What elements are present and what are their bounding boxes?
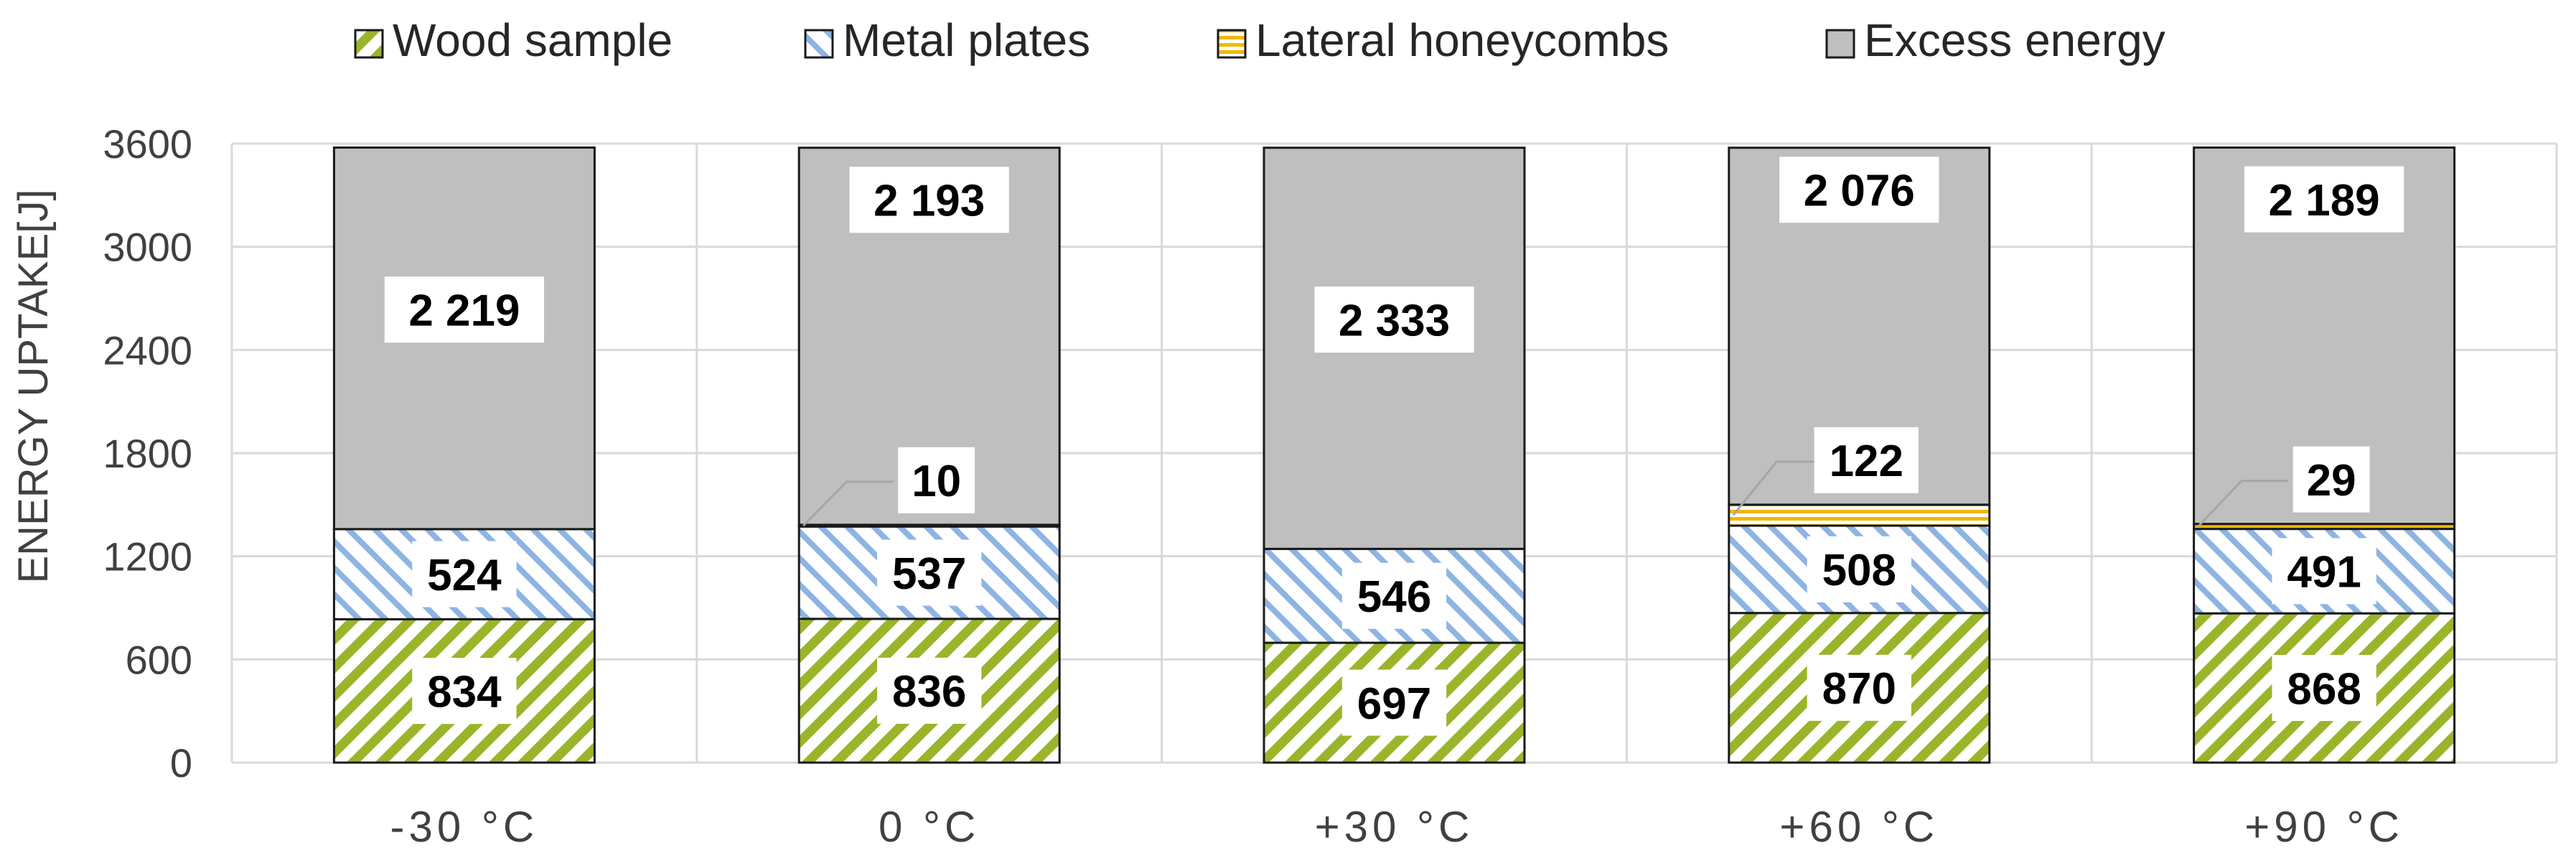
data-labels: 834 524 2 219 836 537 10 2 193 697 546 2 333 870 50… bbox=[384, 157, 2404, 736]
data-label: 508 bbox=[1822, 546, 1896, 595]
y-tick-label: 0 bbox=[170, 740, 192, 786]
data-label-background bbox=[412, 658, 517, 725]
x-tick-label: 0 °C bbox=[879, 803, 980, 851]
data-label-background bbox=[1314, 287, 1474, 353]
y-tick-label: 2400 bbox=[103, 327, 192, 373]
data-label: 2 189 bbox=[2269, 176, 2380, 225]
legend-swatch bbox=[1217, 29, 1247, 59]
data-label-background bbox=[1341, 562, 1447, 629]
data-label: 2 193 bbox=[874, 177, 985, 226]
data-label-background bbox=[1341, 669, 1447, 736]
data-label-background bbox=[898, 447, 975, 513]
bars bbox=[332, 146, 2456, 764]
data-label-background bbox=[2272, 538, 2376, 605]
x-tick-label: +60 °C bbox=[1779, 803, 1939, 851]
data-label: 491 bbox=[2287, 548, 2361, 597]
data-label: 10 bbox=[912, 457, 961, 506]
data-label: 2 076 bbox=[1804, 167, 1915, 216]
data-label-background bbox=[2292, 446, 2370, 513]
data-label: 524 bbox=[427, 551, 502, 600]
data-label-background bbox=[877, 657, 982, 724]
data-label: 546 bbox=[1357, 572, 1431, 622]
data-label: 2 219 bbox=[408, 286, 520, 335]
leader-line bbox=[1732, 460, 1824, 516]
data-label-background bbox=[1814, 427, 1919, 493]
x-tick-label: +30 °C bbox=[1315, 803, 1474, 851]
data-label-background bbox=[1779, 157, 1939, 223]
y-tick-label: 600 bbox=[126, 637, 192, 682]
data-label: 697 bbox=[1357, 679, 1431, 729]
data-label-background bbox=[2272, 655, 2376, 722]
legend-label: Wood sample bbox=[393, 14, 673, 66]
data-label-background bbox=[412, 541, 517, 607]
legend-label: Excess energy bbox=[1864, 14, 2165, 66]
data-label: 537 bbox=[892, 549, 966, 599]
y-tick-label: 1800 bbox=[103, 431, 192, 476]
data-label-background bbox=[849, 167, 1009, 233]
bar-segment-lateral-honeycombs bbox=[1728, 503, 1991, 527]
x-tick-label: +90 °C bbox=[2244, 803, 2404, 851]
x-tick-label: -30 °C bbox=[390, 803, 539, 851]
y-axis-title: ENERGY UPTAKE[J] bbox=[10, 190, 57, 584]
legend: Wood sample Metal plates Lateral honeycomb… bbox=[354, 14, 2165, 66]
leader-line bbox=[2197, 480, 2289, 528]
y-axis: 0 600 1200 1800 2400 3000 3600 bbox=[103, 121, 192, 786]
legend-swatch bbox=[1825, 29, 1855, 59]
data-label-background bbox=[877, 539, 982, 606]
x-axis: -30 °C 0 °C +30 °C +60 °C +90 °C bbox=[390, 803, 2404, 851]
legend-label: Metal plates bbox=[843, 14, 1090, 66]
y-tick-label: 1200 bbox=[103, 534, 192, 579]
legend-label: Lateral honeycombs bbox=[1255, 14, 1669, 66]
data-label: 868 bbox=[2287, 664, 2361, 714]
data-label-background bbox=[1807, 654, 1911, 721]
data-label-background bbox=[384, 276, 544, 343]
data-label: 836 bbox=[892, 667, 966, 717]
leader-line bbox=[802, 480, 894, 527]
data-label: 870 bbox=[1822, 664, 1896, 714]
data-label: 122 bbox=[1830, 437, 1903, 486]
data-label: 834 bbox=[427, 667, 502, 717]
y-tick-label: 3000 bbox=[103, 225, 192, 270]
legend-swatch bbox=[354, 29, 384, 59]
data-label: 29 bbox=[2307, 456, 2356, 506]
y-tick-label: 3600 bbox=[103, 121, 192, 167]
data-label-background bbox=[1807, 536, 1911, 602]
data-label-background bbox=[2244, 166, 2404, 233]
legend-swatch bbox=[804, 29, 834, 59]
data-label: 2 333 bbox=[1339, 296, 1450, 345]
